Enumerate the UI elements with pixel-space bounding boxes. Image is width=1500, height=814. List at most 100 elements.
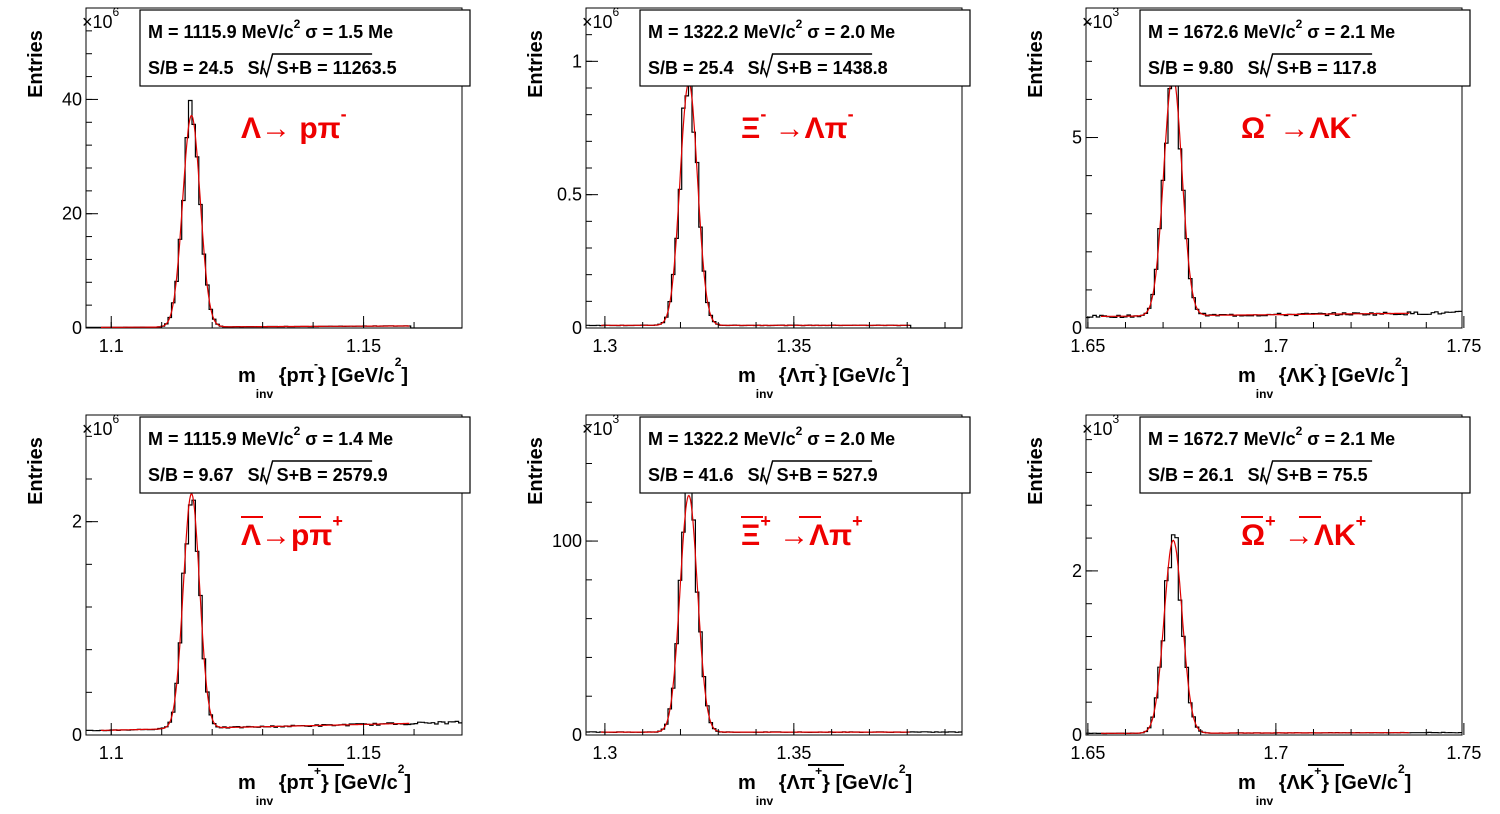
x-label-end: ] <box>1402 365 1409 387</box>
stats-significance: S/B = 26.1 S/S+B = 75.5 <box>1148 465 1368 485</box>
decay-charge: - <box>341 104 347 124</box>
x-tick-label: 1.15 <box>346 336 381 356</box>
y-tick-label: 0 <box>1072 725 1082 745</box>
decay-part: →Λπ <box>775 112 848 145</box>
x-axis-label: minv {ΛK-} [GeV/c2] <box>1238 355 1408 401</box>
stats-s-over: S/ <box>248 465 265 485</box>
decay-spacer <box>766 112 774 145</box>
decay-part: Ω <box>1241 112 1265 145</box>
x-label-argsup: - <box>1314 357 1318 371</box>
sqrt-sign <box>762 460 873 486</box>
y-multiplier: ×103 <box>1082 412 1120 439</box>
histogram <box>1086 71 1462 319</box>
fit-curve <box>1101 74 1410 317</box>
stats-mass-value: M = 1672.6 MeV/c <box>1148 22 1296 42</box>
decay-part-sup: - <box>1265 104 1271 124</box>
decay-charge: - <box>848 104 854 124</box>
y-tick-label: 2 <box>72 512 82 532</box>
decay-part: Λ→ pπ <box>241 112 341 145</box>
x-label-arg: {Λπ <box>773 365 815 387</box>
decay-label: Λ→ pπ- <box>241 104 347 145</box>
y-multiplier-base: ×10 <box>82 12 113 32</box>
x-tick-label: 1.65 <box>1070 336 1105 356</box>
x-label-argsup: + <box>815 764 822 778</box>
y-axis-label: Entries <box>525 30 547 98</box>
decay-label: Ξ+ →Λπ+ <box>741 511 863 552</box>
y-multiplier: ×106 <box>82 5 120 32</box>
y-multiplier-base: ×10 <box>1082 12 1113 32</box>
y-multiplier-base: ×10 <box>82 419 113 439</box>
x-label-tailsup: 2 <box>1395 355 1402 369</box>
x-label-sub: inv <box>756 387 774 401</box>
y-tick-label: 2 <box>1072 561 1082 581</box>
stats-mass-value: M = 1115.9 MeV/c <box>148 22 294 42</box>
sqrt-sign <box>762 53 873 79</box>
plot-frame <box>585 414 963 736</box>
stats-box <box>139 416 471 494</box>
y-multiplier-exp: 6 <box>113 412 120 426</box>
fit-curve <box>601 81 910 326</box>
fit-curve <box>601 494 910 733</box>
stats-sigma: σ = 1.5 Me <box>300 22 393 42</box>
x-label-tailsup: 2 <box>395 355 402 369</box>
stats-s-over: S/ <box>1248 58 1265 78</box>
x-label-end: ] <box>401 365 408 387</box>
decay-part-sup: + <box>760 511 771 531</box>
stats-sqrt-arg: S+B = 527.9 <box>777 465 878 485</box>
sqrt-sign <box>1262 53 1373 79</box>
x-label-end: ] <box>404 772 411 794</box>
stats-mass-sup: 2 <box>1296 17 1303 31</box>
decay-spacer <box>1271 112 1279 145</box>
stats-mass-value: M = 1115.9 MeV/c <box>148 429 294 449</box>
decay-label: Ξ- →Λπ- <box>741 104 854 145</box>
x-label-sub: inv <box>756 794 774 808</box>
stats-mass-sup: 2 <box>294 17 301 31</box>
x-label-m: m <box>738 365 756 387</box>
stats-s-over: S/ <box>748 465 765 485</box>
x-label-end: ] <box>906 772 913 794</box>
sqrt-sign <box>262 460 373 486</box>
stats-sigma: σ = 1.4 Me <box>300 429 393 449</box>
stats-mass: M = 1115.9 MeV/c2 σ = 1.4 Me <box>148 424 393 449</box>
x-label-argsup: - <box>314 357 318 371</box>
x-tick-label: 1.1 <box>99 336 124 356</box>
decay-part: →Λπ <box>779 519 852 552</box>
stats-s-over: S/ <box>1248 465 1265 485</box>
fit-curve <box>1101 539 1410 734</box>
sqrt-sign <box>262 53 373 79</box>
y-multiplier-exp: 3 <box>1113 412 1120 426</box>
y-tick-label: 5 <box>1072 128 1082 148</box>
x-label-end: ] <box>1405 772 1412 794</box>
decay-charge: + <box>332 511 343 531</box>
x-label-argsup: - <box>815 357 819 371</box>
stats-mass-sup: 2 <box>796 424 803 438</box>
y-tick-label: 0 <box>572 318 582 338</box>
stats-sqrt-arg: S+B = 117.8 <box>1277 58 1377 78</box>
decay-label: Ω+ →ΛK+ <box>1241 511 1366 552</box>
x-axis-label: minv {pπ-} [GeV/c2] <box>238 355 408 401</box>
x-tick-label: 1.35 <box>776 336 811 356</box>
stats-sqrt-arg: S+B = 75.5 <box>1277 465 1368 485</box>
y-multiplier-base: ×10 <box>582 12 613 32</box>
stats-box <box>639 416 971 494</box>
decay-part-sup: + <box>1265 511 1276 531</box>
x-label-m: m <box>738 772 756 794</box>
x-label-sub: inv <box>256 387 274 401</box>
x-label-end: ] <box>903 365 910 387</box>
x-label-argsup: + <box>314 764 321 778</box>
x-label-m: m <box>238 772 256 794</box>
stats-significance: S/B = 9.67 S/S+B = 2579.9 <box>148 465 388 485</box>
x-label-tail: } [GeV/c <box>819 365 896 387</box>
stats-box <box>639 9 971 87</box>
x-label-arg: {pπ <box>273 365 314 387</box>
stats-sigma: σ = 2.0 Me <box>802 429 895 449</box>
y-axis-label: Entries <box>25 30 47 98</box>
y-multiplier: ×103 <box>1082 5 1120 32</box>
y-tick-label: 20 <box>62 204 82 224</box>
x-label-tail: } [GeV/c <box>318 365 395 387</box>
